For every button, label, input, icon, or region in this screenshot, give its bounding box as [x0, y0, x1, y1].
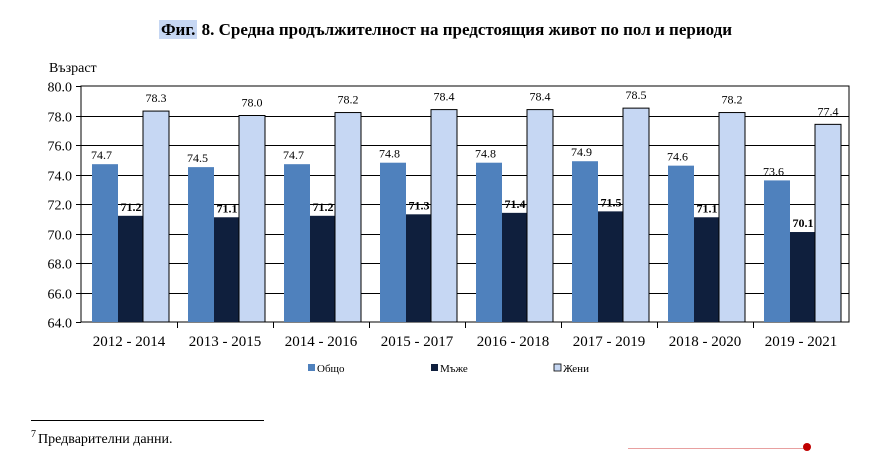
data-label-overall: 74.6: [667, 150, 688, 164]
y-tick-label: 74.0: [48, 170, 73, 185]
data-label-men: 71.1: [697, 201, 718, 215]
y-tick-label: 80.0: [48, 81, 73, 96]
page-edge-dot: [803, 443, 811, 451]
bar-overall: [764, 180, 790, 322]
bar-women: [814, 123, 842, 323]
y-tick-label: 64.0: [48, 317, 73, 332]
bar-overall: [188, 167, 214, 322]
x-tick-label: 2018 - 2020: [669, 334, 742, 350]
bar-men: [310, 215, 336, 322]
footnote-text: Предварителни данни.: [38, 432, 173, 447]
y-axis-label: Възраст: [49, 61, 97, 76]
bar-overall: [476, 162, 502, 322]
data-label-men: 71.1: [217, 201, 238, 215]
bar-men: [406, 214, 432, 322]
bar-overall: [572, 161, 598, 322]
data-label-men: 71.3: [409, 198, 430, 212]
x-tick-label: 2016 - 2018: [477, 334, 550, 350]
title-text: 8. Средна продължителност на предстоящия…: [197, 20, 733, 39]
data-label-women: 78.2: [722, 93, 743, 107]
x-tick-label: 2014 - 2016: [285, 334, 358, 350]
bar-women: [430, 109, 458, 323]
bar-men: [118, 215, 144, 322]
title-prefix: Фиг.: [158, 20, 198, 39]
bar-women: [718, 112, 746, 323]
legend-label-women: Жени: [563, 363, 589, 375]
legend-swatch-women: [553, 363, 562, 372]
bar-women: [526, 109, 554, 323]
y-tick-label: 72.0: [48, 199, 73, 214]
data-label-overall: 74.8: [379, 147, 400, 161]
data-label-men: 71.4: [505, 197, 526, 211]
bar-women: [622, 107, 650, 323]
data-label-overall: 74.8: [475, 147, 496, 161]
chart-title: Фиг. 8. Средна продължителност на предст…: [0, 20, 891, 40]
bar-women: [334, 112, 362, 323]
legend-label-men: Мъже: [440, 363, 468, 375]
y-tick-label: 68.0: [48, 258, 73, 273]
data-label-women: 78.5: [626, 88, 647, 102]
data-label-women: 78.0: [242, 96, 263, 110]
footnote-marker: 7: [31, 429, 36, 440]
bar-men: [694, 217, 720, 322]
x-tick-label: 2017 - 2019: [573, 334, 646, 350]
data-label-women: 78.2: [338, 93, 359, 107]
legend-label-overall: Общо: [317, 363, 345, 375]
x-tick-label: 2012 - 2014: [93, 334, 166, 350]
x-tick-label: 2013 - 2015: [189, 334, 262, 350]
x-tick-label: 2019 - 2021: [765, 334, 838, 350]
data-label-overall: 74.7: [283, 148, 304, 162]
data-label-overall: 73.6: [763, 164, 784, 178]
bar-overall: [92, 164, 118, 322]
page-edge-line: [628, 448, 808, 449]
bar-chart: 64.0 66.0 68.0 70.0 72.0 74.0 76.0 78.0 80.0 Възр…: [48, 61, 850, 375]
y-tick-label: 70.0: [48, 229, 73, 244]
bar-men: [502, 212, 528, 322]
data-label-men: 71.2: [313, 200, 334, 214]
y-tick-label: 76.0: [48, 140, 73, 155]
bar-men: [214, 217, 240, 322]
y-tick-label: 66.0: [48, 288, 73, 303]
legend-swatch-men: [431, 364, 438, 371]
bar-men: [598, 211, 624, 322]
y-tick-label: 78.0: [48, 111, 73, 126]
data-label-men: 70.1: [793, 216, 814, 230]
legend-swatch-overall: [308, 364, 315, 371]
data-label-women: 78.4: [530, 90, 551, 104]
x-tick-label: 2015 - 2017: [381, 334, 454, 350]
data-label-women: 78.4: [434, 90, 455, 104]
bar-overall: [380, 162, 406, 322]
data-label-overall: 74.5: [187, 151, 208, 165]
bar-overall: [668, 165, 694, 322]
data-label-overall: 74.9: [571, 145, 592, 159]
bar-overall: [284, 164, 310, 322]
footnote-divider: [31, 420, 264, 421]
data-label-men: 71.2: [121, 200, 142, 214]
data-label-men: 71.5: [601, 195, 622, 209]
data-label-women: 78.3: [146, 91, 167, 105]
footnote: 7 Предварителни данни.: [31, 429, 173, 448]
data-label-women: 77.4: [818, 104, 839, 118]
data-label-overall: 74.7: [91, 148, 112, 162]
bar-women: [142, 110, 170, 323]
bar-men: [790, 232, 816, 322]
bar-women: [238, 115, 266, 323]
